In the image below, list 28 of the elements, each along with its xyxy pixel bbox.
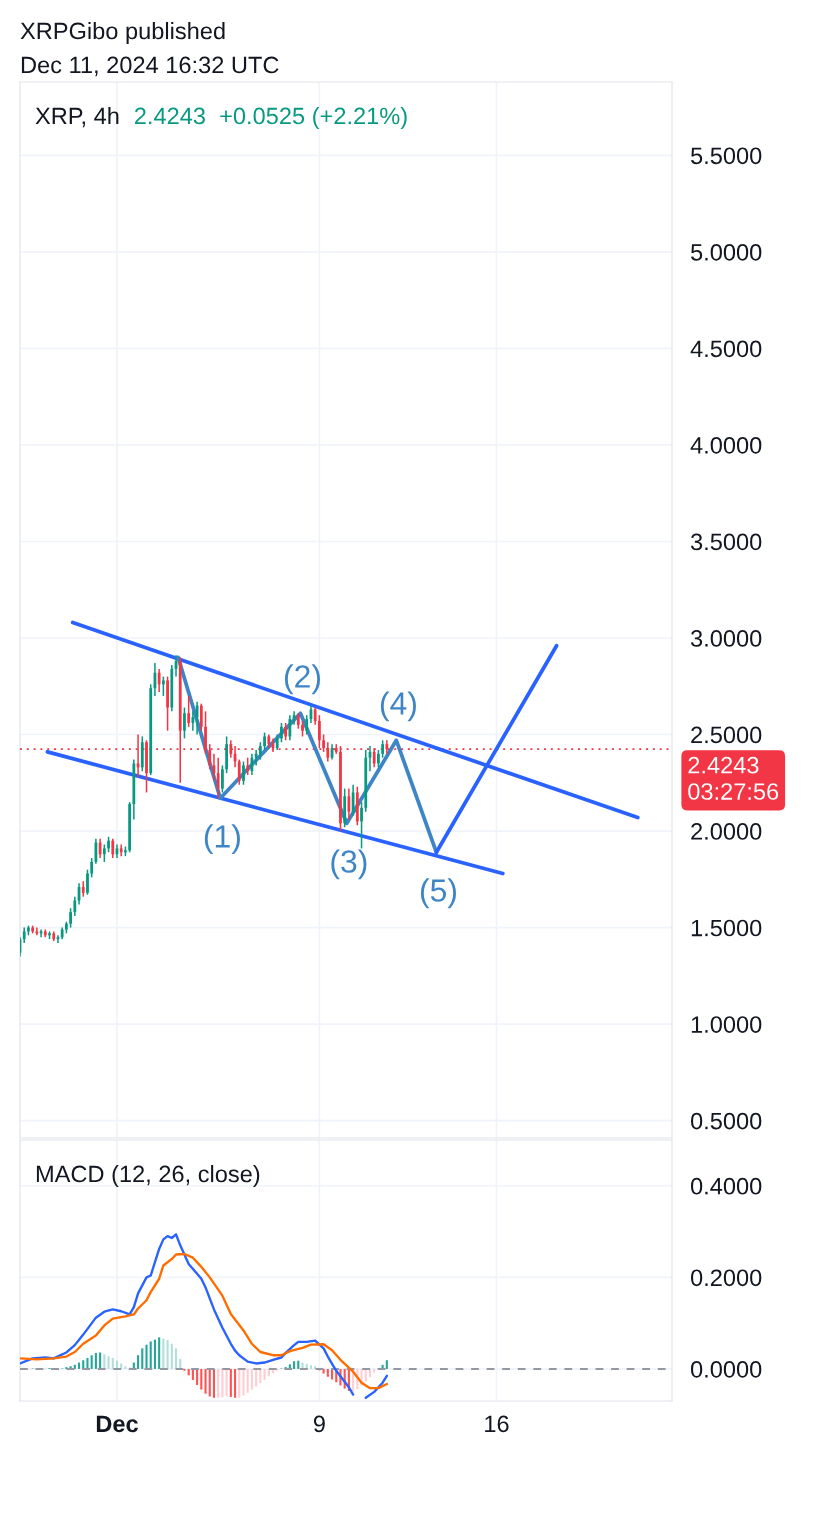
y-tick-label: 3.0000 <box>690 630 762 647</box>
text: 2.4243 +0.0525 (+2.21%) <box>134 107 407 129</box>
text: XRP, 4h <box>35 107 119 128</box>
y-tick-label: 3.5000 <box>690 533 762 551</box>
y-tick-label: 1.0000 <box>691 1016 762 1033</box>
y-tick-label: 0.5000 <box>690 1112 762 1130</box>
y-tick-label: 5.5000 <box>691 147 762 165</box>
annotation: (2) <box>284 664 321 695</box>
y-tick-label: 2.5000 <box>691 726 762 744</box>
y-tick-label: 0.0000 <box>690 1361 762 1378</box>
y-tick-label: 5.0000 <box>691 243 762 261</box>
x-tick-label: 9 <box>313 1415 325 1433</box>
annotation: (5) <box>420 878 457 909</box>
y-tick-label: 0.2000 <box>690 1269 762 1287</box>
y-tick-label: 4.5000 <box>690 340 762 358</box>
text: MACD (12, 26, close) <box>36 1164 260 1187</box>
text: Dec 11, 2024 16:32 UTC <box>21 56 279 77</box>
y-tick-label: 2.0000 <box>691 823 762 840</box>
y-tick-label: 1.5000 <box>691 919 762 937</box>
y-tick-label: 0.4000 <box>690 1177 762 1195</box>
annotation: (1) <box>204 824 240 855</box>
text: XRPGibo published <box>20 22 225 44</box>
annotation: (4) <box>380 691 416 722</box>
annotation: (3) <box>331 849 367 880</box>
y-tick-label: 4.0000 <box>690 437 762 454</box>
x-tick-label: Dec <box>96 1415 138 1433</box>
ref-line-label: 2.4243 03:27:56 <box>688 756 779 800</box>
x-tick-label: 16 <box>485 1415 509 1433</box>
